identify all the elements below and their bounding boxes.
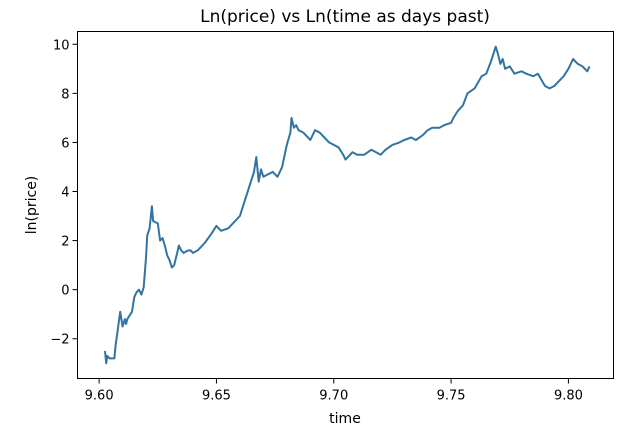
x-tick-label: 9.70 <box>319 389 348 404</box>
plot-area-frame <box>77 31 614 379</box>
x-axis-label: time <box>329 411 361 427</box>
x-tick-label: 9.80 <box>554 389 583 404</box>
series-line-0 <box>104 45 591 365</box>
line-layer <box>104 45 591 365</box>
tick-layer: 9.60 9.65 9.70 9.75 9.80 −2 0 2 4 6 8 10 <box>50 38 583 403</box>
y-tick-label: 10 <box>53 38 70 53</box>
x-tick-label: 9.75 <box>437 389 466 404</box>
y-tick-label: 0 <box>61 284 69 299</box>
y-tick-label: 6 <box>61 136 69 151</box>
y-tick-label: 8 <box>61 87 69 102</box>
x-tick-label: 9.60 <box>85 389 114 404</box>
y-tick-label: −2 <box>50 333 69 348</box>
chart-title: Ln(price) vs Ln(time as days past) <box>200 7 490 27</box>
y-tick-label: 4 <box>61 186 69 201</box>
x-tick-label: 9.65 <box>202 389 231 404</box>
y-axis-label: ln(price) <box>24 176 40 235</box>
y-tick-label: 2 <box>61 235 69 250</box>
